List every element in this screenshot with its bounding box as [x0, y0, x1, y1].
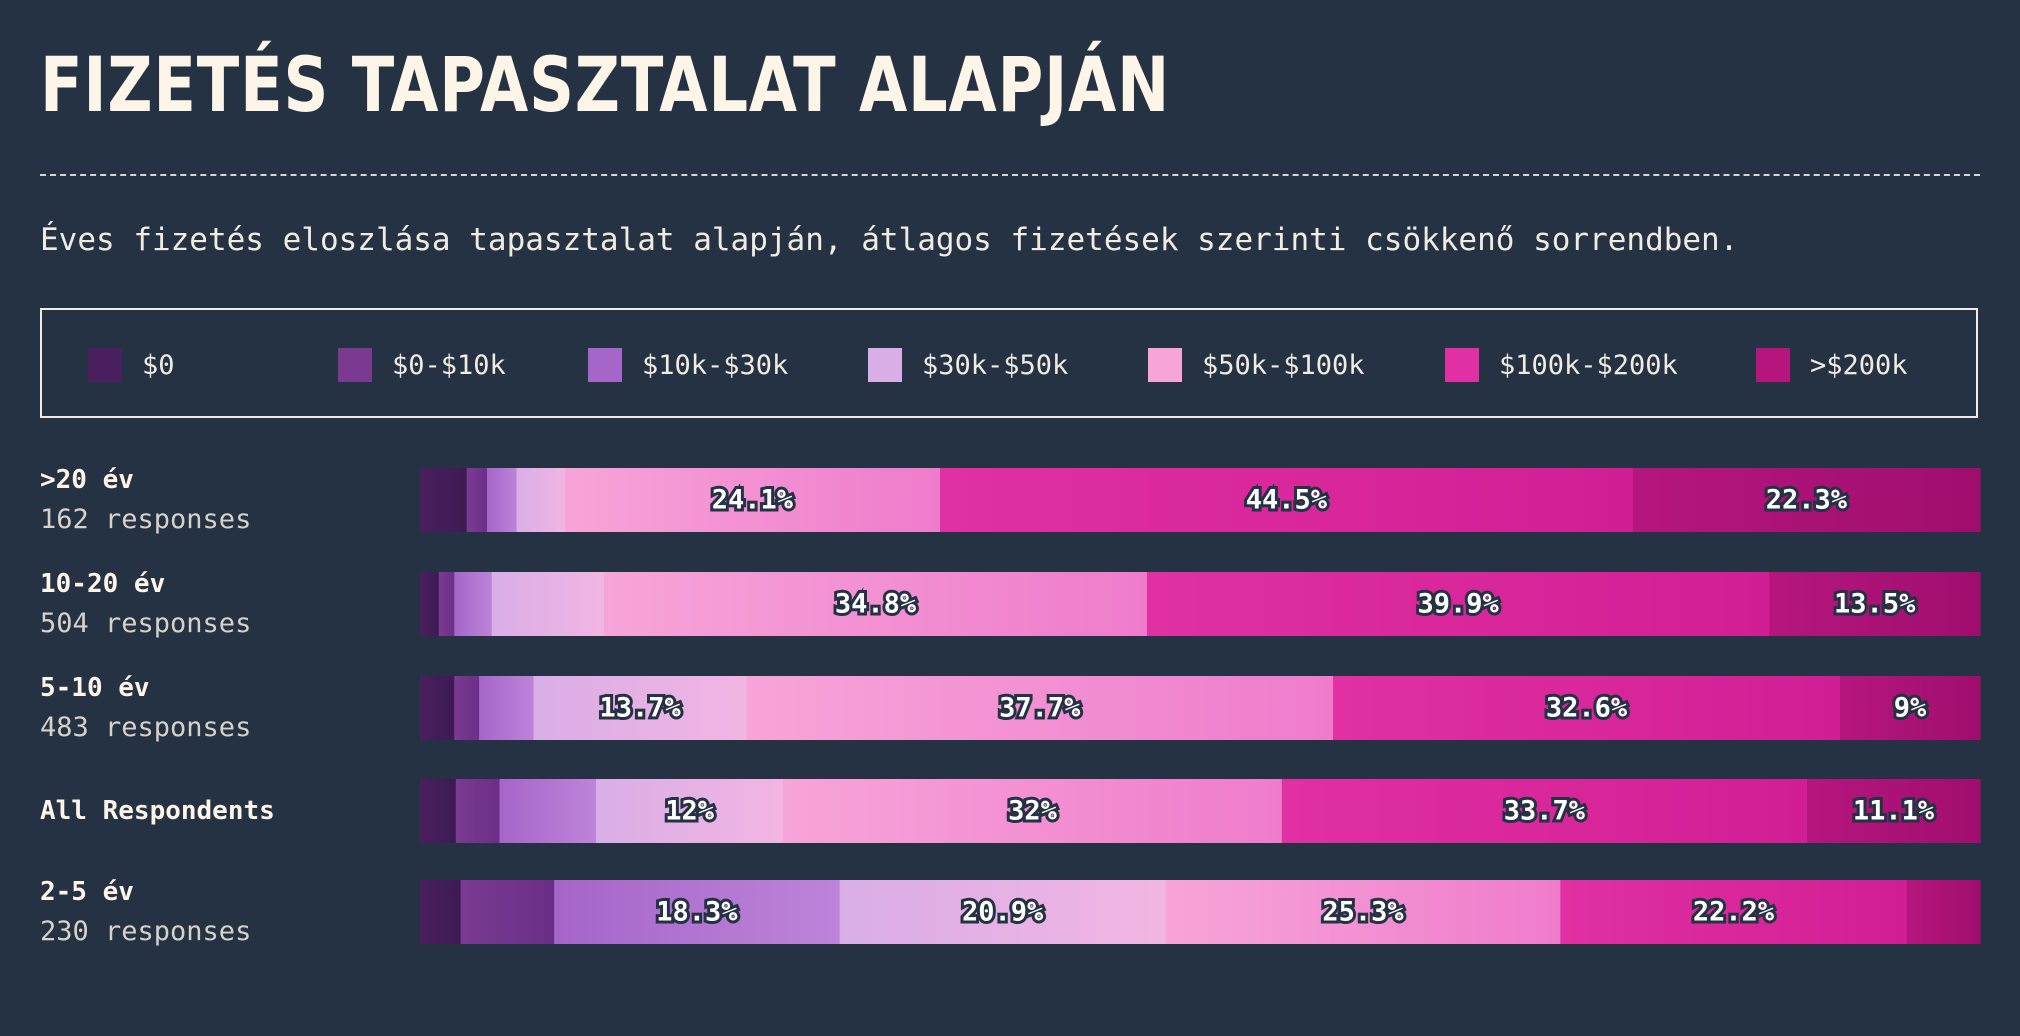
bar-segment-20-v-50k-100k — [564, 468, 941, 532]
row-label-5-10-v: 5-10 év 483 responses — [40, 672, 251, 746]
legend-label: $0 — [142, 349, 175, 381]
bar-segment-10-20-v-200k — [1769, 572, 1981, 636]
legend-label: $50k-$100k — [1202, 349, 1365, 381]
data-label: 39.9% — [1418, 589, 1500, 620]
bar-segment-20-v-0 — [420, 468, 468, 532]
category-label: All Respondents — [40, 796, 275, 826]
bar-segment-2-5-v-10k-30k — [554, 880, 841, 944]
data-label: 13.7% — [599, 693, 681, 724]
bar-segment-all-respondents-0-10k — [455, 779, 501, 843]
data-label: 34.8% — [835, 589, 917, 620]
bar-segment-2-5-v-0 — [420, 880, 462, 944]
legend-item-0: $0 — [88, 348, 175, 382]
bar-segment-all-respondents-10k-30k — [499, 779, 597, 843]
bar-segment-10-20-v-10k-30k — [454, 572, 493, 636]
bar-segment-20-v-10k-30k — [486, 468, 518, 532]
response-count: 504 responses — [40, 608, 252, 639]
legend-item-30k-50k: $30k-$50k — [868, 348, 1068, 382]
category-label: 5-10 év — [40, 673, 150, 703]
bar-segment-2-5-v-30k-50k — [839, 880, 1167, 944]
bar-segment-5-10-v-200k — [1840, 676, 1981, 740]
data-label: 11.1% — [1853, 796, 1935, 827]
category-label: >20 év — [40, 465, 134, 495]
data-label: 32% — [1008, 796, 1058, 827]
response-count: 483 responses — [40, 712, 252, 743]
legend-item-200k: >$200k — [1756, 348, 1908, 382]
legend-label: $30k-$50k — [922, 349, 1069, 381]
bar-segment-all-respondents-30k-50k — [596, 779, 784, 843]
bar-segment-all-respondents-100k-200k — [1281, 779, 1808, 843]
legend-swatch — [1148, 348, 1182, 382]
legend-swatch — [338, 348, 372, 382]
bar-segment-10-20-v-0 — [420, 572, 440, 636]
bar-segment-5-10-v-0-10k — [454, 676, 480, 740]
row-label-20-v: >20 év 162 responses — [40, 464, 251, 538]
legend-item-10k-30k: $10k-$30k — [588, 348, 788, 382]
data-label: 33.7% — [1504, 796, 1586, 827]
chart-subtitle: Éves fizetés eloszlása tapasztalat alapj… — [40, 222, 1739, 258]
bar-segment-5-10-v-10k-30k — [479, 676, 535, 740]
data-label: 20.9% — [962, 897, 1044, 928]
row-label-2-5-v: 2-5 év 230 responses — [40, 876, 251, 950]
data-label: 13.5% — [1834, 589, 1916, 620]
response-count: 162 responses — [40, 504, 252, 535]
bar-segment-all-respondents-200k — [1807, 779, 1981, 843]
bar-segment-20-v-30k-50k — [516, 468, 566, 532]
bar-segment-20-v-100k-200k — [940, 468, 1634, 532]
row-label-all-respondents: All Respondents — [40, 795, 275, 827]
legend-label: >$200k — [1810, 349, 1908, 381]
bar-segment-all-respondents-0 — [420, 779, 457, 843]
legend-swatch — [1756, 348, 1790, 382]
bar-segment-2-5-v-0-10k — [460, 880, 555, 944]
legend-label: $10k-$30k — [642, 349, 789, 381]
data-label: 32.6% — [1546, 693, 1628, 724]
bar-segment-10-20-v-30k-50k — [491, 572, 605, 636]
legend-swatch — [88, 348, 122, 382]
bar-segment-10-20-v-50k-100k — [604, 572, 1148, 636]
data-label: 44.5% — [1246, 485, 1328, 516]
category-label: 2-5 év — [40, 877, 134, 907]
data-label: 25.3% — [1322, 897, 1404, 928]
bar-segment-10-20-v-100k-200k — [1146, 572, 1770, 636]
bar-segment-5-10-v-30k-50k — [533, 676, 748, 740]
legend-item-50k-100k: $50k-$100k — [1148, 348, 1365, 382]
bar-segment-10-20-v-0-10k — [438, 572, 455, 636]
row-label-10-20-v: 10-20 év 504 responses — [40, 568, 251, 642]
data-label: 9% — [1894, 693, 1927, 724]
legend-item-0-10k: $0-$10k — [338, 348, 506, 382]
bar-segment-5-10-v-50k-100k — [746, 676, 1334, 740]
legend-label: $100k-$200k — [1499, 349, 1678, 381]
legend-item-100k-200k: $100k-$200k — [1445, 348, 1678, 382]
response-count: 230 responses — [40, 916, 252, 947]
legend-swatch — [868, 348, 902, 382]
data-label: 22.3% — [1766, 485, 1848, 516]
legend-label: $0-$10k — [392, 349, 506, 381]
data-label: 22.2% — [1693, 897, 1775, 928]
chart-title: FIZETÉS TAPASZTALAT ALAPJÁN — [40, 40, 1171, 129]
bar-segment-20-v-0-10k — [466, 468, 488, 532]
legend-swatch — [1445, 348, 1479, 382]
legend-swatch — [588, 348, 622, 382]
bar-segment-all-respondents-50k-100k — [783, 779, 1283, 843]
bar-segment-20-v-200k — [1632, 468, 1981, 532]
data-label: 12% — [665, 796, 715, 827]
bar-segment-5-10-v-0 — [420, 676, 455, 740]
category-label: 10-20 év — [40, 569, 166, 599]
data-label: 24.1% — [712, 485, 794, 516]
bar-segment-2-5-v-100k-200k — [1560, 880, 1908, 944]
data-label: 18.3% — [656, 897, 738, 928]
data-label: 37.7% — [999, 693, 1081, 724]
bar-segment-5-10-v-100k-200k — [1332, 676, 1841, 740]
legend: $0 $0-$10k $10k-$30k $30k-$50k $50k-$100k $10… — [40, 308, 1978, 418]
bar-segment-2-5-v-50k-100k — [1165, 880, 1561, 944]
dashed-divider — [40, 174, 1980, 176]
bar-segment-2-5-v-200k — [1906, 880, 1981, 944]
